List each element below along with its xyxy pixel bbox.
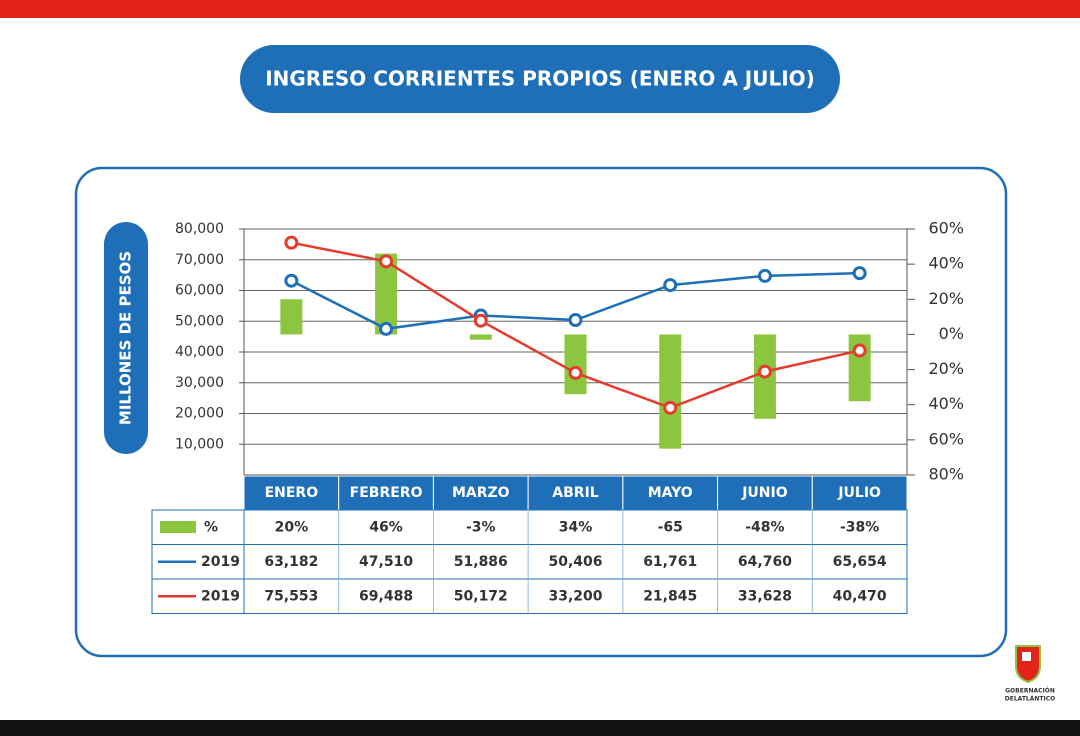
table-header-cell: [717, 475, 813, 511]
bar: [659, 334, 682, 449]
y-axis-label: MILLONES DE PESOS: [117, 251, 135, 425]
point: [852, 266, 867, 281]
x-tick-label: FEBRERO: [350, 485, 423, 501]
data-label: 33,200: [548, 588, 602, 604]
y-tick-label: 70,000: [175, 252, 224, 268]
logo-detail: [1022, 652, 1031, 661]
y2-tick-label: 20%: [928, 289, 964, 308]
table-row: [151, 578, 908, 614]
point: [568, 365, 583, 380]
point: [757, 364, 772, 379]
data-label: -38%: [840, 519, 879, 535]
data-label: 40,470: [833, 588, 887, 604]
point: [284, 273, 299, 288]
bar: [280, 299, 303, 335]
y2-tick-label: 60%: [928, 429, 964, 448]
y-tick-label: 10,000: [175, 436, 224, 452]
point: [568, 313, 583, 328]
point: [284, 235, 299, 250]
y-tick-label: 50,000: [175, 313, 224, 329]
data-label: 69,488: [359, 588, 413, 604]
point: [663, 400, 678, 415]
data-label: 34%: [559, 519, 593, 535]
y-label-pill: [104, 222, 148, 454]
x-tick-label: JULIO: [837, 485, 881, 501]
data-label: 51,886: [454, 554, 508, 570]
data-label: 50,172: [454, 588, 508, 604]
y2-tick-label: 20%: [928, 359, 964, 378]
chart-title: INGRESO CORRIENTES PROPIOS (ENERO A JULI…: [265, 67, 815, 91]
logo-text: DELATLÁNTICO: [1005, 696, 1056, 703]
legend-swatch: [160, 521, 196, 533]
x-tick-label: MARZO: [452, 485, 510, 501]
y2-tick-label: 40%: [928, 254, 964, 273]
data-label: 33,628: [738, 588, 792, 604]
y2-tick-label: 80%: [928, 465, 964, 484]
data-label: 65,654: [833, 554, 887, 570]
table-header-cell: [622, 475, 719, 511]
data-label: 21,845: [643, 588, 697, 604]
bar: [469, 334, 492, 340]
data-label: -65: [658, 519, 683, 535]
title-pill: [240, 45, 840, 113]
legend-label: 2019: [201, 588, 240, 604]
logo-shield: [1015, 645, 1041, 684]
bar: [375, 253, 398, 335]
x-tick-label: ENERO: [265, 485, 319, 501]
data-label: 63,182: [264, 554, 318, 570]
point: [757, 268, 772, 283]
logo-text: GOBERNACIÓN: [1005, 688, 1055, 695]
table-header-cell: [811, 475, 908, 511]
table-header-cell: [432, 475, 529, 511]
y-tick-label: 20,000: [175, 406, 224, 422]
bottom-bar: [0, 720, 1080, 736]
legend-label: %: [204, 519, 218, 535]
point: [473, 313, 488, 328]
chart-frame: [74, 166, 1008, 658]
data-label: 64,760: [738, 554, 792, 570]
y2-tick-label: 60%: [928, 219, 964, 238]
data-label: 75,553: [264, 588, 318, 604]
x-tick-label: ABRIL: [552, 485, 598, 501]
point: [379, 321, 394, 336]
point: [663, 278, 678, 293]
y-tick-label: 30,000: [175, 375, 224, 391]
data-label: 46%: [369, 519, 403, 535]
point: [379, 254, 394, 269]
y-tick-label: 40,000: [175, 344, 224, 360]
data-label: 61,761: [643, 554, 697, 570]
data-label: 47,510: [359, 554, 413, 570]
y2-tick-label: 0%: [939, 324, 964, 343]
data-label: 50,406: [548, 554, 602, 570]
point: [852, 343, 867, 358]
legend-label: 2019: [201, 554, 240, 570]
y-tick-label: 60,000: [175, 283, 224, 299]
y-tick-label: 80,000: [175, 221, 224, 237]
data-label: -48%: [745, 519, 784, 535]
x-tick-label: MAYO: [648, 485, 693, 501]
table-row: [151, 509, 908, 545]
y2-tick-label: 40%: [928, 394, 964, 413]
x-tick-label: JUNIO: [741, 485, 788, 501]
data-label: 20%: [275, 519, 309, 535]
bar: [564, 334, 587, 395]
data-label: -3%: [466, 519, 496, 535]
logo: [1015, 645, 1041, 684]
top-bar: [0, 0, 1080, 18]
